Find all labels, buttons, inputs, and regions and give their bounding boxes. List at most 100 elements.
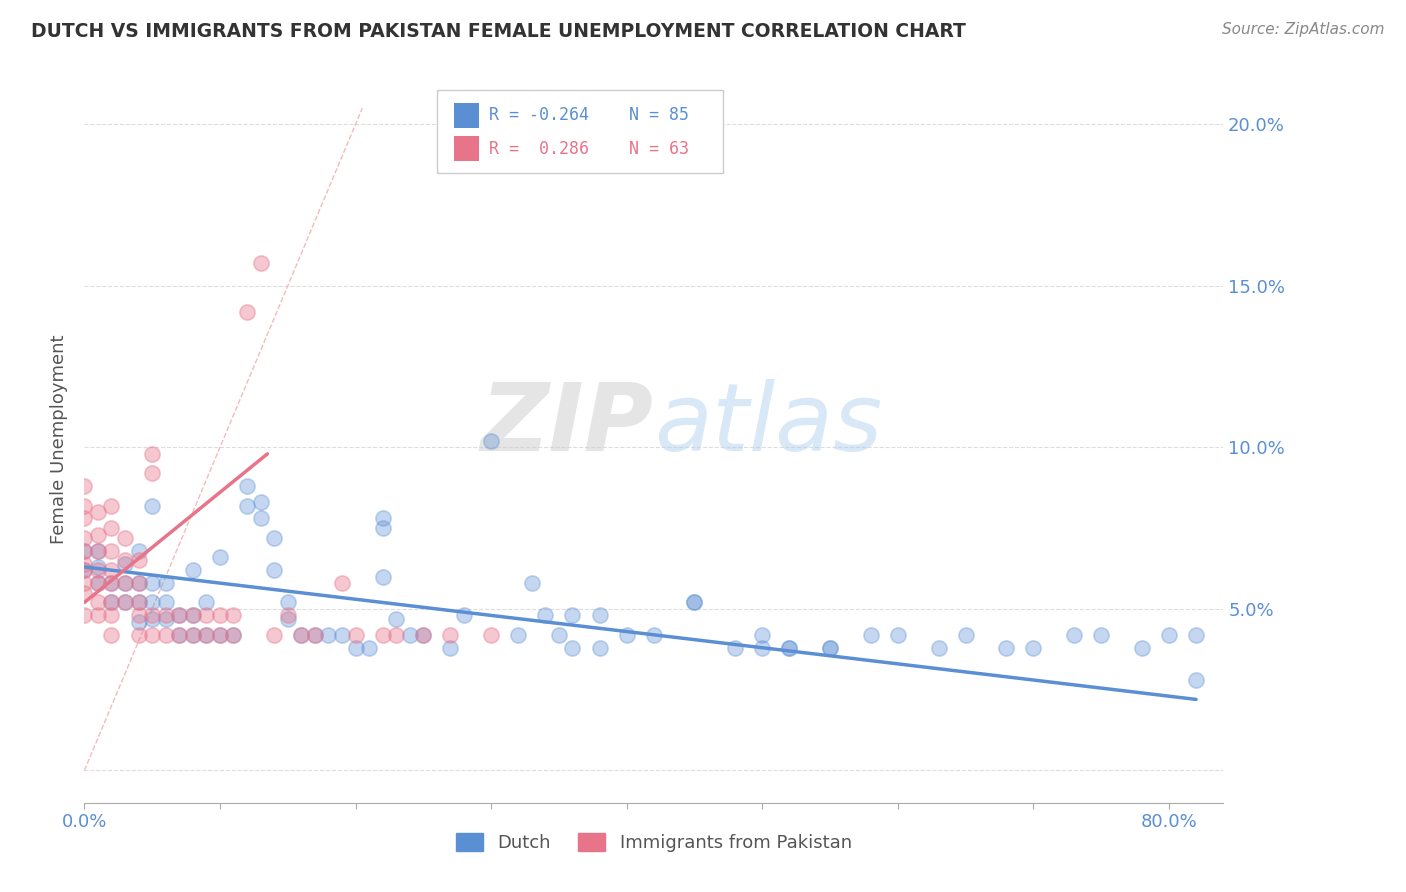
Point — [87, 527, 110, 541]
Y-axis label: Female Unemployment: Female Unemployment — [49, 334, 67, 544]
Point — [859, 628, 882, 642]
Point — [683, 595, 706, 609]
Point — [548, 628, 571, 642]
Point — [683, 595, 706, 609]
Point — [73, 543, 96, 558]
Point — [128, 576, 150, 591]
Point — [87, 543, 110, 558]
Point — [195, 608, 218, 623]
Point — [114, 557, 136, 571]
Point — [100, 576, 122, 591]
Point — [100, 543, 122, 558]
Point — [330, 576, 353, 591]
Point — [114, 553, 136, 567]
Point — [453, 608, 475, 623]
Point — [195, 628, 218, 642]
Point — [588, 608, 610, 623]
Point — [169, 608, 191, 623]
Point — [1185, 628, 1208, 642]
Point — [208, 628, 231, 642]
Point — [100, 595, 122, 609]
Point — [290, 628, 312, 642]
Point — [87, 576, 110, 591]
Point — [73, 557, 96, 571]
Point — [73, 608, 96, 623]
Point — [588, 640, 610, 655]
Point — [304, 628, 326, 642]
Point — [318, 628, 340, 642]
Point — [412, 628, 434, 642]
Point — [87, 608, 110, 623]
Point — [141, 595, 163, 609]
Point — [330, 628, 353, 642]
Point — [236, 304, 259, 318]
Point — [181, 608, 204, 623]
Point — [479, 434, 502, 448]
Point — [141, 467, 163, 481]
Point — [398, 628, 420, 642]
Point — [1090, 628, 1112, 642]
Point — [818, 640, 841, 655]
Point — [385, 612, 408, 626]
Point — [73, 543, 96, 558]
Point — [87, 543, 110, 558]
Point — [1157, 628, 1180, 642]
Point — [561, 608, 583, 623]
Text: R = -0.264    N = 85: R = -0.264 N = 85 — [489, 106, 689, 124]
Point — [778, 640, 800, 655]
Point — [249, 511, 271, 525]
Point — [208, 550, 231, 565]
Point — [508, 628, 530, 642]
Point — [73, 479, 96, 493]
Point — [155, 628, 177, 642]
Point — [114, 576, 136, 591]
Point — [263, 563, 285, 577]
Text: atlas: atlas — [654, 379, 882, 470]
Point — [520, 576, 543, 591]
Point — [344, 640, 367, 655]
Point — [128, 595, 150, 609]
Point — [249, 495, 271, 509]
Point — [359, 640, 381, 655]
Point — [371, 521, 394, 535]
Point — [181, 628, 204, 642]
Point — [114, 595, 136, 609]
Point — [277, 612, 299, 626]
Point — [439, 640, 461, 655]
Text: R =  0.286    N = 63: R = 0.286 N = 63 — [489, 140, 689, 158]
Point — [561, 640, 583, 655]
Point — [955, 628, 977, 642]
Point — [100, 521, 122, 535]
Point — [222, 628, 245, 642]
Point — [181, 608, 204, 623]
Point — [155, 595, 177, 609]
Point — [249, 256, 271, 270]
Point — [534, 608, 557, 623]
Point — [290, 628, 312, 642]
Point — [100, 563, 122, 577]
Point — [208, 608, 231, 623]
Point — [479, 628, 502, 642]
Point — [169, 628, 191, 642]
Point — [751, 628, 773, 642]
Point — [371, 569, 394, 583]
Point — [155, 576, 177, 591]
Point — [141, 612, 163, 626]
Point — [73, 563, 96, 577]
Point — [277, 608, 299, 623]
Point — [1130, 640, 1153, 655]
Point — [439, 628, 461, 642]
Point — [114, 531, 136, 545]
Point — [73, 576, 96, 591]
Point — [128, 543, 150, 558]
Point — [128, 576, 150, 591]
Point — [616, 628, 638, 642]
Text: DUTCH VS IMMIGRANTS FROM PAKISTAN FEMALE UNEMPLOYMENT CORRELATION CHART: DUTCH VS IMMIGRANTS FROM PAKISTAN FEMALE… — [31, 22, 966, 41]
Point — [263, 628, 285, 642]
Point — [181, 563, 204, 577]
Point — [195, 628, 218, 642]
Legend: Dutch, Immigrants from Pakistan: Dutch, Immigrants from Pakistan — [449, 825, 859, 859]
Point — [87, 595, 110, 609]
Point — [222, 628, 245, 642]
Point — [778, 640, 800, 655]
